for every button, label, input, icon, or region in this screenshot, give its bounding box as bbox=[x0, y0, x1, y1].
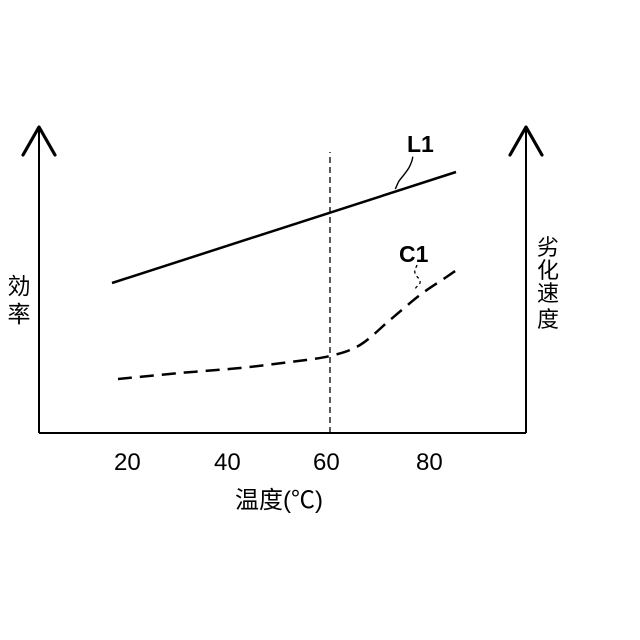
svg-text:効: 効 bbox=[8, 273, 31, 299]
svg-text:20: 20 bbox=[114, 449, 141, 476]
svg-text:L1: L1 bbox=[407, 131, 434, 157]
svg-text:80: 80 bbox=[416, 449, 443, 476]
svg-text:60: 60 bbox=[313, 449, 340, 476]
svg-text:劣: 劣 bbox=[537, 235, 559, 260]
svg-text:40: 40 bbox=[214, 449, 241, 476]
svg-text:温度(℃): 温度(℃) bbox=[235, 487, 323, 514]
svg-text:度: 度 bbox=[537, 307, 559, 332]
svg-text:化: 化 bbox=[537, 258, 559, 283]
svg-text:速: 速 bbox=[537, 281, 559, 306]
svg-text:C1: C1 bbox=[399, 241, 429, 267]
svg-text:率: 率 bbox=[8, 301, 31, 327]
